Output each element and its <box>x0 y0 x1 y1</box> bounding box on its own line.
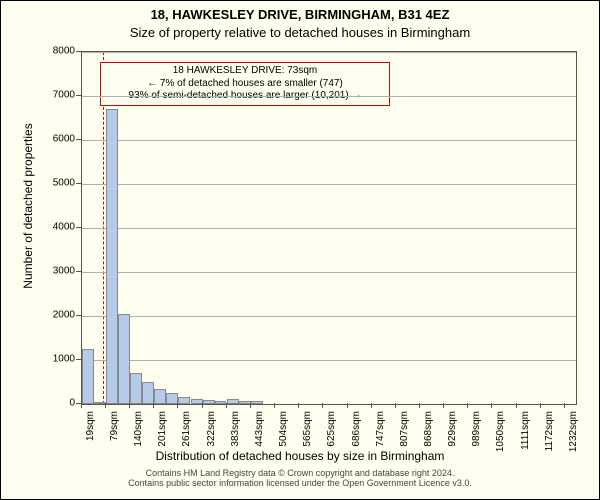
xtick-mark <box>226 403 227 408</box>
xtick-mark <box>298 403 299 408</box>
xtick-mark <box>177 403 178 408</box>
gridline <box>82 184 576 185</box>
xtick-label: 443sqm <box>254 411 265 461</box>
xtick-label: 1172sqm <box>544 411 555 461</box>
xtick-mark <box>105 403 106 408</box>
xtick-label: 1232sqm <box>568 411 579 461</box>
ytick-mark <box>76 359 81 360</box>
ytick-label: 0 <box>39 398 75 409</box>
gridline <box>82 228 576 229</box>
ytick-label: 6000 <box>39 134 75 145</box>
annotation-box: 18 HAWKESLEY DRIVE: 73sqm ← 7% of detach… <box>100 62 390 106</box>
histogram-bar <box>142 382 154 404</box>
xtick-label: 565sqm <box>302 411 313 461</box>
xtick-label: 79sqm <box>109 411 120 461</box>
gridline <box>82 140 576 141</box>
ytick-label: 3000 <box>39 266 75 277</box>
xtick-label: 686sqm <box>351 411 362 461</box>
xtick-label: 322sqm <box>206 411 217 461</box>
xtick-mark <box>250 403 251 408</box>
ytick-mark <box>76 95 81 96</box>
xtick-mark <box>371 403 372 408</box>
ytick-label: 8000 <box>39 46 75 57</box>
ytick-mark <box>76 51 81 52</box>
xtick-label: 19sqm <box>85 411 96 461</box>
xtick-label: 1111sqm <box>520 411 531 461</box>
ytick-label: 2000 <box>39 310 75 321</box>
xtick-label: 929sqm <box>447 411 458 461</box>
xtick-label: 201sqm <box>157 411 168 461</box>
xtick-mark <box>467 403 468 408</box>
xtick-mark <box>540 403 541 408</box>
footer-line1: Contains HM Land Registry data © Crown c… <box>1 468 599 478</box>
plot-area: 18 HAWKESLEY DRIVE: 73sqm ← 7% of detach… <box>81 51 577 405</box>
footer-line2: Contains public sector information licen… <box>1 478 599 488</box>
xtick-mark <box>564 403 565 408</box>
gridline <box>82 52 576 53</box>
histogram-bar <box>118 314 130 404</box>
gridline <box>82 272 576 273</box>
histogram-bar <box>215 401 227 404</box>
xtick-label: 868sqm <box>423 411 434 461</box>
chart-subtitle: Size of property relative to detached ho… <box>1 25 599 40</box>
xtick-label: 261sqm <box>181 411 192 461</box>
xtick-mark <box>443 403 444 408</box>
xtick-label: 1050sqm <box>495 411 506 461</box>
ytick-label: 7000 <box>39 90 75 101</box>
xtick-mark <box>202 403 203 408</box>
chart-frame: 18, HAWKESLEY DRIVE, BIRMINGHAM, B31 4EZ… <box>0 0 600 500</box>
xtick-label: 383sqm <box>230 411 241 461</box>
xtick-label: 989sqm <box>471 411 482 461</box>
ytick-label: 5000 <box>39 178 75 189</box>
histogram-bar <box>82 349 94 404</box>
xtick-mark <box>322 403 323 408</box>
xtick-mark <box>491 403 492 408</box>
xtick-mark <box>81 403 82 408</box>
xtick-mark <box>347 403 348 408</box>
chart-title-line1: 18, HAWKESLEY DRIVE, BIRMINGHAM, B31 4EZ <box>1 7 599 22</box>
histogram-bar <box>227 399 239 404</box>
ytick-mark <box>76 271 81 272</box>
ytick-label: 4000 <box>39 222 75 233</box>
histogram-bar <box>178 397 190 404</box>
xtick-label: 747sqm <box>375 411 386 461</box>
ytick-mark <box>76 315 81 316</box>
histogram-bar <box>251 401 263 404</box>
xtick-mark <box>395 403 396 408</box>
gridline <box>82 96 576 97</box>
gridline <box>82 316 576 317</box>
histogram-bar <box>130 373 142 404</box>
xtick-label: 625sqm <box>326 411 337 461</box>
ytick-label: 1000 <box>39 354 75 365</box>
xtick-label: 504sqm <box>278 411 289 461</box>
y-axis-label: Number of detached properties <box>21 31 35 381</box>
xtick-label: 807sqm <box>399 411 410 461</box>
ytick-mark <box>76 227 81 228</box>
gridline <box>82 360 576 361</box>
xtick-label: 140sqm <box>133 411 144 461</box>
histogram-bar <box>203 400 215 404</box>
xtick-mark <box>516 403 517 408</box>
ytick-mark <box>76 183 81 184</box>
annotation-line1: 18 HAWKESLEY DRIVE: 73sqm <box>107 65 383 78</box>
histogram-bar <box>154 389 166 404</box>
xtick-mark <box>419 403 420 408</box>
xtick-mark <box>153 403 154 408</box>
histogram-bar <box>106 109 118 404</box>
xtick-mark <box>274 403 275 408</box>
ytick-mark <box>76 139 81 140</box>
footer-attribution: Contains HM Land Registry data © Crown c… <box>1 468 599 488</box>
xtick-mark <box>129 403 130 408</box>
annotation-line2: ← 7% of detached houses are smaller (747… <box>107 78 383 91</box>
